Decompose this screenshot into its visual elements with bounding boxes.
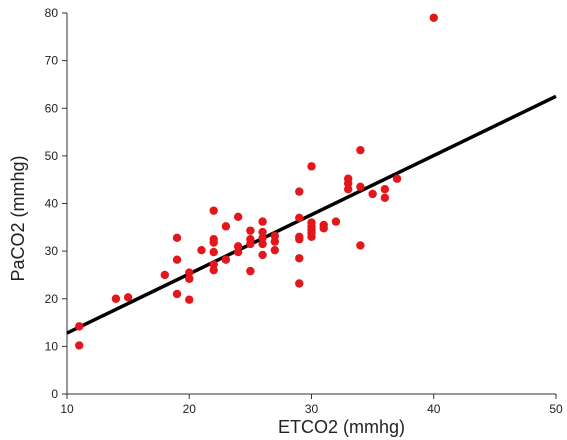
data-point	[172, 233, 182, 242]
y-tick-label: 40	[45, 197, 59, 211]
data-point	[392, 174, 402, 183]
data-point	[356, 145, 365, 155]
data-point	[197, 245, 206, 255]
data-point	[75, 341, 84, 350]
data-point	[246, 226, 255, 235]
data-point	[295, 254, 304, 263]
x-tick-label: 40	[427, 402, 441, 416]
x-axis-title: ETCO2 (mmhg)	[278, 417, 405, 437]
data-point	[209, 247, 218, 257]
data-point	[331, 217, 341, 226]
data-point	[258, 250, 267, 260]
data-point	[185, 268, 194, 277]
x-tick-label: 50	[549, 402, 563, 416]
axis-labels: ETCO2 (mmhg) PaCO2 (mmhg)	[8, 155, 405, 437]
data-point	[172, 289, 182, 299]
data-point	[295, 187, 304, 196]
data-points	[75, 13, 438, 350]
x-tick-label: 20	[183, 402, 197, 416]
y-tick-label: 50	[45, 149, 59, 163]
data-point	[380, 185, 390, 194]
y-tick-label: 0	[51, 387, 58, 401]
data-point	[233, 212, 243, 222]
data-point	[160, 270, 169, 280]
data-point	[233, 247, 243, 257]
data-point	[185, 295, 194, 304]
fit-line-group	[66, 94, 557, 335]
x-tick-label: 10	[60, 402, 74, 416]
data-point	[307, 162, 316, 171]
data-point	[319, 224, 328, 233]
y-tick-label: 80	[45, 6, 59, 20]
data-point	[295, 235, 304, 244]
data-point	[246, 266, 255, 276]
data-point	[172, 255, 182, 264]
data-point	[270, 245, 280, 255]
data-point	[429, 13, 438, 22]
data-point	[295, 213, 304, 222]
data-point	[258, 217, 267, 226]
data-point	[209, 206, 218, 215]
data-point	[75, 322, 84, 331]
fit-line	[66, 94, 557, 335]
x-tick-label: 30	[305, 402, 319, 416]
data-point	[111, 294, 121, 303]
data-point	[368, 189, 377, 199]
data-point	[295, 279, 304, 288]
data-point	[270, 237, 280, 246]
data-point	[380, 193, 390, 202]
data-point	[221, 255, 231, 264]
data-point	[258, 239, 267, 249]
data-point	[185, 274, 194, 283]
y-tick-label: 20	[45, 292, 59, 306]
data-point	[246, 239, 255, 249]
y-axis-title: PaCO2 (mmhg)	[8, 155, 28, 281]
data-point	[356, 241, 365, 250]
y-tick-label: 10	[45, 339, 59, 353]
data-point	[307, 232, 316, 242]
data-point	[123, 293, 133, 302]
data-point	[343, 185, 353, 194]
data-point	[209, 265, 218, 275]
data-point	[209, 238, 218, 247]
y-tick-label: 60	[45, 101, 59, 115]
y-tick-label: 30	[45, 244, 59, 258]
y-tick-label: 70	[45, 54, 59, 68]
data-point	[356, 182, 365, 192]
data-point	[258, 233, 267, 242]
data-point	[221, 222, 231, 231]
